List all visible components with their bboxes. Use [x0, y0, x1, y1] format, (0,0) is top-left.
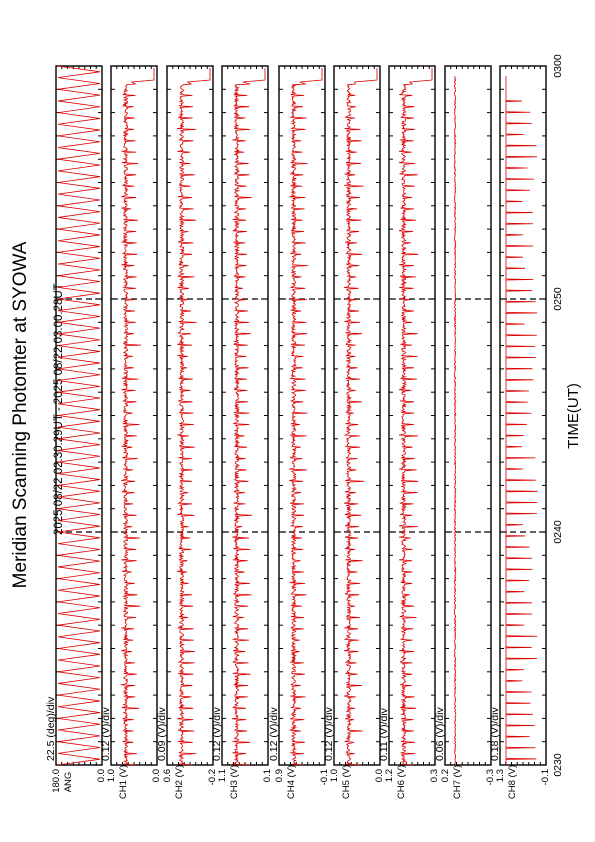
x-tick-label: 0230	[552, 753, 564, 777]
channel-label: CH8 (V)	[507, 765, 518, 799]
series-trace	[398, 68, 433, 766]
scale-label: 0.12 (V)/div	[268, 707, 280, 761]
x-axis-label: TIME(UT)	[565, 383, 582, 449]
x-axis: 0230 0240 0250 0300	[552, 54, 564, 777]
channel-label: CH6 (V)	[396, 765, 407, 799]
scale-label: 0.11 (V)/div	[378, 707, 390, 761]
chart-title: Meridian Scanning Photomter at SYOWA	[10, 241, 31, 588]
panel-frame	[166, 65, 214, 766]
panel-8: CH7 (V)0.2 -0.3 0.06 (V)/div	[434, 65, 496, 799]
scale-label: 0.12 (V)/div	[323, 707, 335, 761]
y-min-label: 0.0	[96, 769, 107, 782]
panel-frame	[444, 65, 492, 766]
series-trace	[343, 68, 378, 766]
panel-7: CH6 (V)1.2 0.3 0.11 (V)/div	[378, 65, 440, 799]
x-tick-label: 0300	[552, 54, 564, 78]
panel-9: CH8 (V)1.3 -0.1 0.18 (V)/div	[489, 65, 551, 799]
y-min-label: -0.3	[485, 769, 496, 785]
y-min-label: 0.3	[429, 769, 440, 782]
y-max-label: 0.6	[162, 769, 173, 782]
channel-label: CH7 (V)	[452, 765, 463, 799]
y-min-label: 0.0	[374, 769, 385, 782]
y-max-label: 180.0	[51, 769, 62, 793]
series-trace	[289, 68, 323, 766]
panel-3: CH2 (V)0.6 -0.2 0.09 (V)/div	[156, 65, 218, 799]
y-max-label: 1.0	[106, 769, 117, 782]
y-min-label: -0.1	[540, 769, 551, 785]
y-max-label: 1.3	[495, 769, 506, 782]
series-trace	[453, 76, 457, 766]
panel-frame	[499, 65, 547, 766]
y-max-label: 0.2	[440, 769, 451, 782]
panel-frame	[221, 65, 269, 766]
y-max-label: 1.2	[384, 769, 395, 782]
y-max-label: 1.0	[329, 769, 340, 782]
panel-4: CH3 (V)1.1 0.1 0.12 (V)/div	[211, 65, 273, 799]
x-tick-label: 0250	[552, 287, 564, 311]
y-max-label: 1.1	[217, 769, 228, 782]
panel-5: CH4 (V)0.9 -0.1 0.12 (V)/div	[268, 65, 330, 799]
channel-label: CH1 (V)	[118, 765, 129, 799]
y-min-label: -0.2	[207, 769, 218, 785]
series-trace	[176, 68, 211, 766]
panel-2: CH1 (V)1.0 0.0 0.12 (V)/div	[100, 65, 162, 799]
series-trace	[231, 68, 266, 766]
scale-label: 0.06 (V)/div	[434, 707, 446, 761]
scale-label: 0.09 (V)/div	[156, 707, 168, 761]
panel-frame	[278, 65, 326, 766]
panel-6: CH5 (V)1.0 0.0 0.12 (V)/div	[323, 65, 385, 799]
series-trace	[505, 76, 538, 765]
y-min-label: 0.1	[262, 769, 273, 782]
scale-label: 0.12 (V)/div	[211, 707, 223, 761]
scale-label: 0.18 (V)/div	[489, 707, 501, 761]
y-max-label: 0.9	[274, 769, 285, 782]
scale-label: 0.12 (V)/div	[100, 707, 112, 761]
panel-frame	[110, 65, 158, 766]
channel-label: CH3 (V)	[229, 765, 240, 799]
panel-frame	[333, 65, 381, 766]
channel-label: CH2 (V)	[174, 765, 185, 799]
channel-label: CH5 (V)	[341, 765, 352, 799]
y-min-label: 0.0	[151, 769, 162, 782]
channel-label: CH4 (V)	[286, 765, 297, 799]
channel-label: ANG	[63, 772, 74, 793]
x-tick-label: 0240	[552, 520, 564, 544]
series-trace	[57, 65, 101, 766]
series-trace	[120, 68, 155, 766]
panel-frame	[388, 65, 436, 766]
y-min-label: -0.1	[319, 769, 330, 785]
scale-label: 22.5 (deg)/div	[45, 696, 57, 761]
